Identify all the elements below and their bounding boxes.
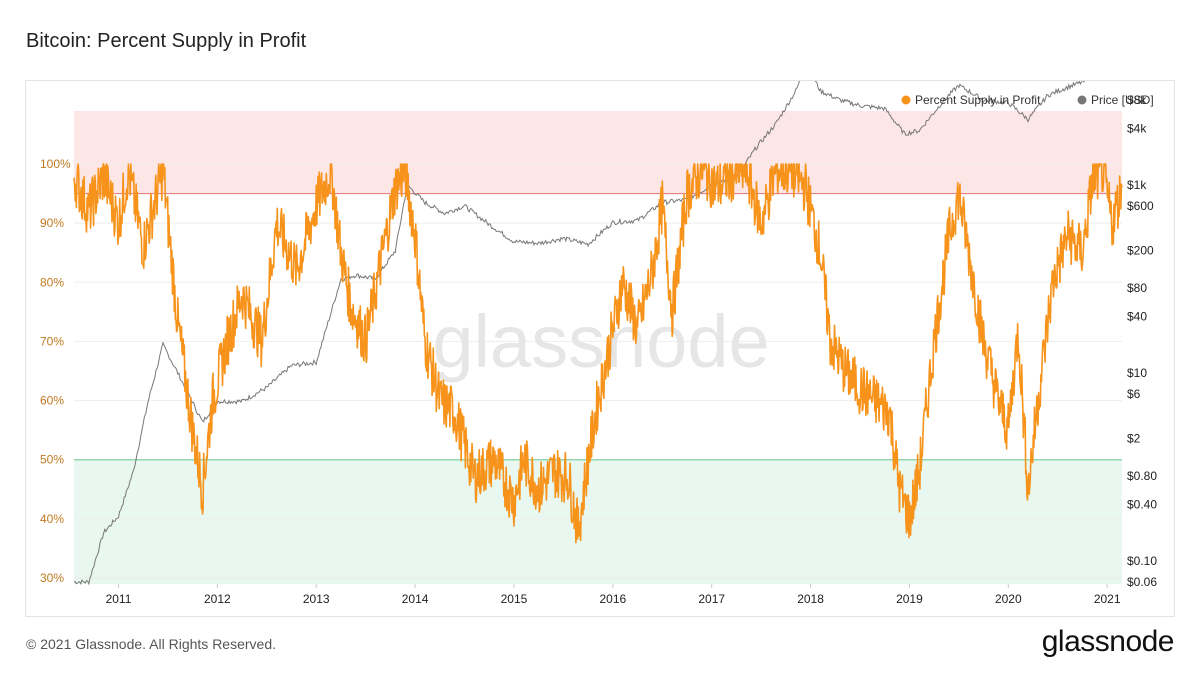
right-tick-label: $0.10 — [1127, 554, 1157, 568]
left-axis: 30% 40% 50% 60% 70% 80% 90% 100% — [40, 157, 71, 585]
x-tick-label: 2017 — [698, 592, 725, 606]
brand-logo: glassnode — [1041, 625, 1175, 658]
bands-layer — [74, 111, 1122, 584]
series-supply-line — [73, 163, 1123, 544]
copyright-text: © 2021 Glassnode. All Rights Reserved. — [26, 636, 277, 652]
x-tick-label: 2011 — [106, 592, 132, 606]
legend-label-supply[interactable]: Percent Supply in Profit — [915, 93, 1041, 107]
right-tick-label: $10 — [1127, 366, 1147, 380]
left-tick-label: 90% — [40, 216, 64, 230]
legend-label-price[interactable]: Price [USD] — [1091, 93, 1154, 107]
chart: glassnode 30%40%50%60%70%80%90%100% $100… — [40, 81, 1157, 606]
right-tick-label: $6 — [1127, 387, 1141, 401]
x-tick-label: 2015 — [501, 592, 528, 606]
right-tick-label: $40 — [1127, 309, 1147, 323]
x-axis: 2011 2012 2013 2014 2015 2016 2017 2018 2019 2020… — [106, 584, 1121, 606]
x-tick-label: 2018 — [797, 592, 824, 606]
right-axis: $100k$60k$20k$8k$4k$1k$600$200$80$40$10$… — [1127, 93, 1157, 589]
x-tick-label: 2012 — [204, 592, 231, 606]
lower-band — [74, 459, 1122, 584]
legend: Percent Supply in Profit Price [USD] — [901, 93, 1154, 107]
left-tick-label: 80% — [40, 275, 64, 289]
left-tick-label: 60% — [40, 394, 64, 408]
x-tick-label: 2014 — [402, 592, 429, 606]
right-tick-label: $0.80 — [1127, 469, 1157, 483]
right-tick-label: $0.40 — [1127, 497, 1157, 511]
right-tick-label: $4k — [1127, 121, 1147, 135]
x-tick-label: 2021 — [1094, 592, 1121, 606]
page-title: Bitcoin: Percent Supply in Profit — [26, 30, 307, 52]
x-tick-label: 2016 — [599, 592, 626, 606]
right-tick-label: $80 — [1127, 281, 1147, 295]
right-tick-label: $2 — [1127, 432, 1141, 446]
left-tick-label: 50% — [40, 453, 64, 467]
right-tick-label: $200 — [1127, 244, 1154, 258]
right-tick-label: $1k — [1127, 178, 1147, 192]
left-tick-label: 30% — [40, 571, 64, 585]
legend-dot-supply — [901, 95, 911, 105]
chart-panel: glassnode 30%40%50%60%70%80%90%100% $100… — [25, 80, 1175, 617]
right-tick-label: $0.06 — [1127, 575, 1157, 589]
left-tick-label: 40% — [40, 512, 64, 526]
series-price-line — [73, 81, 1087, 586]
left-tick-label: 100% — [40, 157, 71, 171]
right-tick-label: $8k — [1127, 93, 1147, 107]
left-tick-label: 70% — [40, 334, 64, 348]
series-layer — [73, 81, 1123, 586]
legend-dot-price — [1077, 95, 1087, 105]
upper-band — [74, 111, 1122, 194]
right-tick-label: $600 — [1127, 199, 1154, 213]
x-tick-label: 2019 — [896, 592, 923, 606]
x-tick-label: 2020 — [995, 592, 1022, 606]
x-tick-label: 2013 — [303, 592, 330, 606]
